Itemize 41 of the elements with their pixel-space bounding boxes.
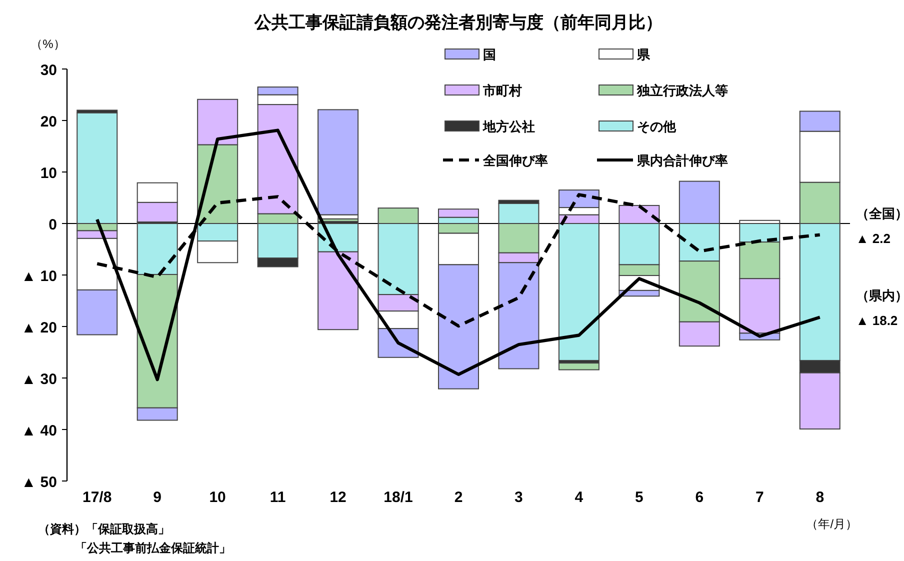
x-tick-label: 12 <box>330 489 346 506</box>
legend-label: 国 <box>483 47 496 62</box>
y-tick-label: ▲ 20 <box>21 320 57 336</box>
x-tick-label: 8 <box>816 489 824 506</box>
text: （資料）「保証取扱高」 <box>38 522 170 536</box>
y-tick-label: ▲ 30 <box>21 371 57 388</box>
x-axis-title: （年/月） <box>806 517 858 531</box>
chart-title: 公共工事保証請負額の発注者別寄与度（前年同月比） <box>254 13 662 32</box>
legend-label: 県内合計伸び率 <box>636 153 728 168</box>
legend-label: 県 <box>636 47 651 62</box>
y-tick-label: ▲ 40 <box>21 422 57 440</box>
x-tick-label: 17/8 <box>82 489 112 506</box>
x-tick-label: 5 <box>635 489 644 506</box>
legend-label: 地方公社 <box>482 119 535 134</box>
y-tick-label: 10 <box>40 165 57 182</box>
x-tick-label: 10 <box>209 489 226 506</box>
y-axis-title: （%） <box>30 37 66 51</box>
annotation: （全国） <box>856 206 904 221</box>
legend-label: その他 <box>637 119 677 134</box>
y-tick-label: 20 <box>40 114 57 130</box>
y-tick-label: 0 <box>48 216 57 234</box>
bar <box>558 362 600 370</box>
annotation: ▲ 18.2 <box>856 313 898 328</box>
annotation: （県内） <box>856 288 904 304</box>
legend-label: 市町村 <box>482 83 522 98</box>
x-tick-label: 4 <box>574 489 584 506</box>
y-tick-label: 30 <box>40 62 57 79</box>
text: 「公共工事前払金保証統計」 <box>75 541 231 555</box>
legend-label: 全国伸び率 <box>482 153 548 168</box>
x-tick-label: 2 <box>454 489 463 506</box>
y-tick-label: ▲ 10 <box>21 268 57 285</box>
x-tick-label: 3 <box>514 489 523 506</box>
y-tick-label: ▲ 50 <box>21 474 57 491</box>
annotation: ▲ 2.2 <box>856 230 890 246</box>
x-tick-label: 7 <box>755 489 764 506</box>
x-tick-label: 6 <box>695 489 704 506</box>
x-tick-label: 11 <box>270 489 286 506</box>
bar <box>318 109 359 216</box>
legend-label: 独立行政法人等 <box>636 83 728 98</box>
x-tick-label: 18/1 <box>384 489 413 506</box>
x-tick-label: 9 <box>153 489 162 506</box>
